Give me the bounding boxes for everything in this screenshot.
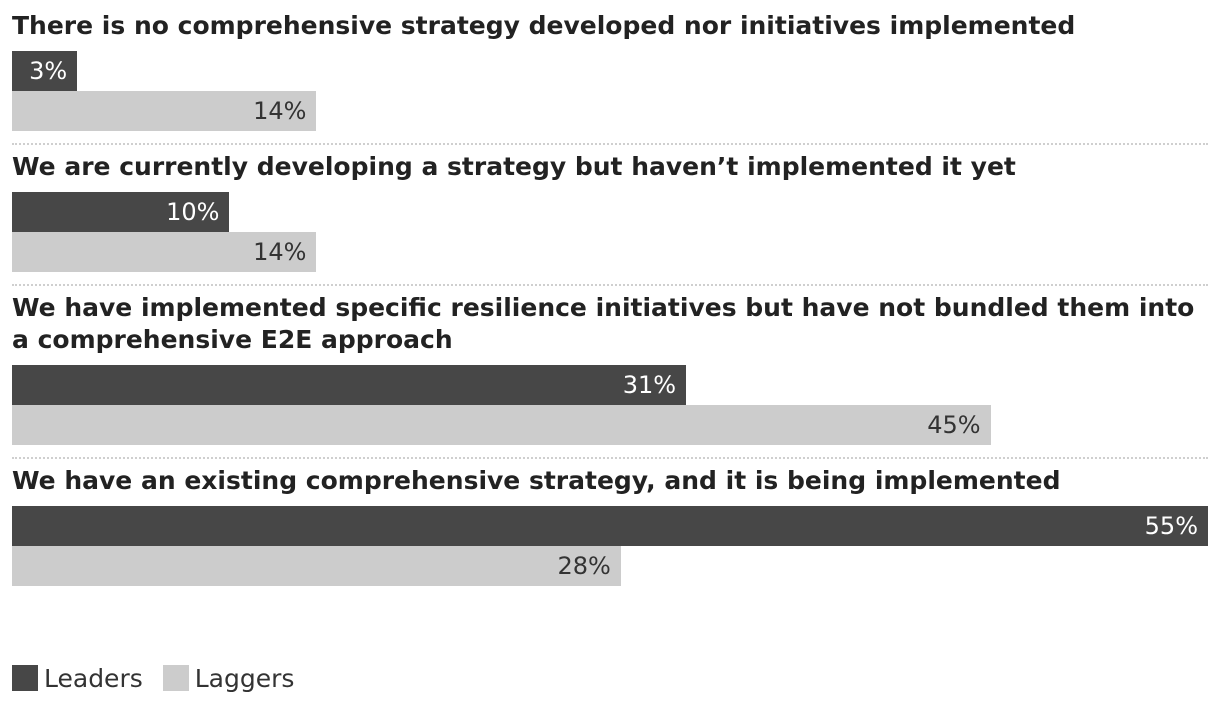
data-label-laggers-4: 28%	[557, 552, 611, 580]
divider-1	[12, 143, 1208, 145]
category-label-1: There is no comprehensive strategy devel…	[12, 11, 1076, 40]
bar-leaders-2: 10%	[12, 192, 230, 232]
bar-leaders-3: 31%	[12, 365, 687, 405]
divider-2	[12, 284, 1208, 286]
bar-leaders-4: 55%	[12, 506, 1208, 546]
legend-swatch-leaders	[12, 665, 38, 691]
data-label-leaders-2: 10%	[166, 198, 220, 226]
data-label-laggers-3: 45%	[927, 411, 981, 439]
data-label-laggers-2: 14%	[253, 238, 307, 266]
legend-item-laggers: Laggers	[162, 663, 295, 693]
bar-leaders-1: 3%	[12, 51, 78, 91]
legend-swatch-laggers	[162, 665, 189, 691]
bar-laggers-1: 14%	[12, 91, 317, 131]
bar-laggers-3: 45%	[12, 405, 991, 445]
legend-item-leaders: Leaders	[12, 664, 143, 693]
data-label-laggers-1: 14%	[253, 97, 307, 125]
category-label-3: We have implemented specific resilience …	[12, 293, 1195, 354]
bar-laggers-2: 14%	[12, 232, 317, 272]
legend: Leaders Laggers	[12, 662, 314, 694]
legend-label-leaders: Leaders	[44, 663, 143, 693]
divider-3	[12, 457, 1208, 459]
legend-label-laggers: Laggers	[194, 663, 295, 693]
data-label-leaders-1: 3%	[29, 57, 68, 85]
bar-laggers-4: 28%	[12, 546, 621, 586]
category-label-2: We are currently developing a strategy b…	[12, 152, 1016, 181]
category-label-4: We have an existing comprehensive strate…	[12, 466, 1061, 495]
data-label-leaders-4: 55%	[1144, 512, 1198, 540]
data-label-leaders-3: 31%	[622, 371, 677, 399]
